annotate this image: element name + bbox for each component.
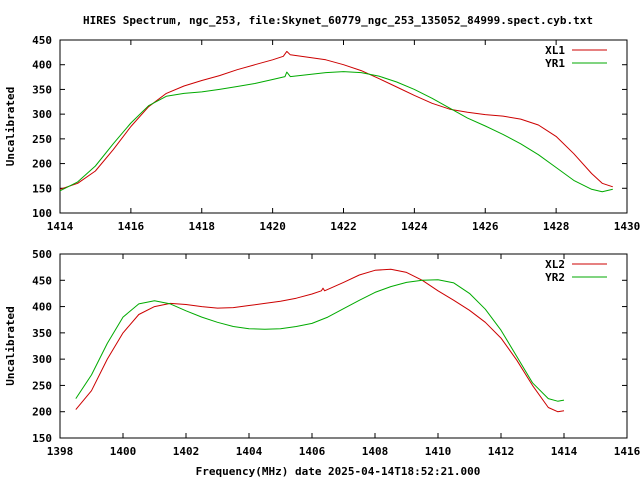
y-tick-label: 250 [32,133,52,146]
x-tick-label: 1414 [47,220,74,233]
x-tick-label: 1426 [472,220,499,233]
legend-label-yr1: YR1 [545,57,565,70]
series-line-xl2 [75,268,565,413]
x-tick-label: 1422 [330,220,357,233]
y-tick-label: 500 [32,248,52,261]
y-tick-label: 150 [32,182,52,195]
series-line-yr2 [75,279,565,402]
y-tick-label: 300 [32,108,52,121]
top-spectrum-panel: 100 150 200 250 300 350 400 450 1414 1416 1418 1420… [4,34,640,233]
y-tick-label: 350 [32,83,52,96]
y-tick-label: 200 [32,158,52,171]
x-tick-label: 1416 [614,445,640,458]
x-tick-label: 1414 [551,445,578,458]
x-tick-label: 1416 [118,220,145,233]
y-tick-label: 350 [32,327,52,340]
x-tick-label: 1404 [236,445,263,458]
y-tick-label: 150 [32,432,52,445]
x-tick-label: 1412 [488,445,515,458]
y-tick-label: 400 [32,301,52,314]
x-tick-label: 1402 [173,445,200,458]
x-tick-label: 1408 [362,445,389,458]
x-tick-label: 1410 [425,445,452,458]
x-tick-label: 1424 [401,220,428,233]
y-tick-label: 250 [32,379,52,392]
y-tick-label: 450 [32,274,52,287]
y-tick-label: 200 [32,406,52,419]
x-tick-label: 1398 [47,445,74,458]
y-tick-label: 300 [32,353,52,366]
y-axis-label: Uncalibrated [4,306,17,385]
y-tick-label: 450 [32,34,52,47]
series-line-yr1 [59,71,613,193]
legend-label-yr2: YR2 [545,271,565,284]
x-tick-label: 1430 [614,220,640,233]
legend-label-xl2: XL2 [545,258,565,271]
x-tick-label: 1400 [110,445,137,458]
bottom-spectrum-panel: 150 200 250 300 350 400 450 500 1398 1400 1402 1404… [4,248,640,458]
x-tick-label: 1428 [543,220,570,233]
chart-title: HIRES Spectrum, ngc_253, file:Skynet_607… [83,14,593,27]
plot-frame [59,39,628,214]
x-tick-label: 1418 [189,220,216,233]
y-tick-label: 100 [32,207,52,220]
legend-label-xl1: XL1 [545,44,565,57]
plot-frame [59,253,628,439]
x-tick-label: 1420 [259,220,286,233]
series-line-xl1 [59,50,613,190]
x-axis-label: Frequency(MHz) date 2025-04-14T18:52:21.… [196,465,481,478]
y-axis-label: Uncalibrated [4,87,17,166]
y-tick-label: 400 [32,59,52,72]
x-tick-label: 1406 [299,445,326,458]
